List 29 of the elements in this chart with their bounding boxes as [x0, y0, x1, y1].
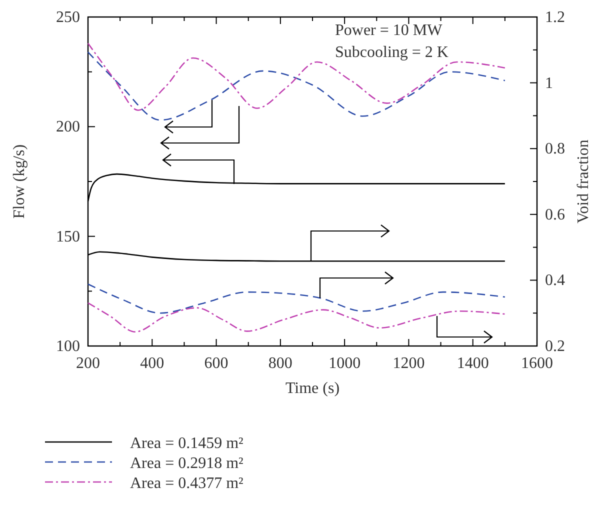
x-tick-label: 600	[204, 355, 228, 372]
y-tick-label: 200	[56, 118, 80, 136]
y2-tick-label: 1	[545, 74, 553, 92]
y2-tick-label: 0.4	[545, 272, 565, 290]
y2-tick-label: 0.6	[545, 206, 565, 224]
line-series	[87, 284, 506, 314]
line-series	[87, 302, 506, 333]
y2-tick-label: 1.2	[545, 9, 565, 26]
x-axis-title: Time (s)	[285, 380, 340, 397]
y-tick-label: 150	[56, 228, 80, 246]
x-tick-label: 800	[268, 355, 292, 372]
y2-tick-label: 0.2	[545, 338, 565, 355]
y-tick-label: 100	[56, 338, 80, 355]
x-tick-label: 1000	[328, 355, 361, 372]
x-tick-label: 1400	[456, 355, 489, 372]
y-tick-label: 250	[56, 9, 80, 26]
legend-label: Area = 0.1459 m²	[130, 435, 244, 452]
x-tick-label: 1200	[392, 355, 425, 372]
y2-axis-title: Void fraction	[575, 140, 592, 224]
annotation: Subcooling = 2 K	[335, 44, 449, 61]
legend-label: Area = 0.2918 m²	[130, 455, 244, 472]
legend-label: Area = 0.4377 m²	[130, 475, 244, 492]
y-axis-title: Flow (kg/s)	[11, 144, 28, 219]
x-tick-label: 200	[76, 355, 100, 372]
y2-tick-label: 0.8	[545, 140, 565, 158]
annotation: Power = 10 MW	[335, 22, 444, 39]
line-series	[87, 42, 506, 111]
x-tick-label: 1600	[521, 355, 553, 372]
x-tick-label: 400	[140, 355, 164, 372]
